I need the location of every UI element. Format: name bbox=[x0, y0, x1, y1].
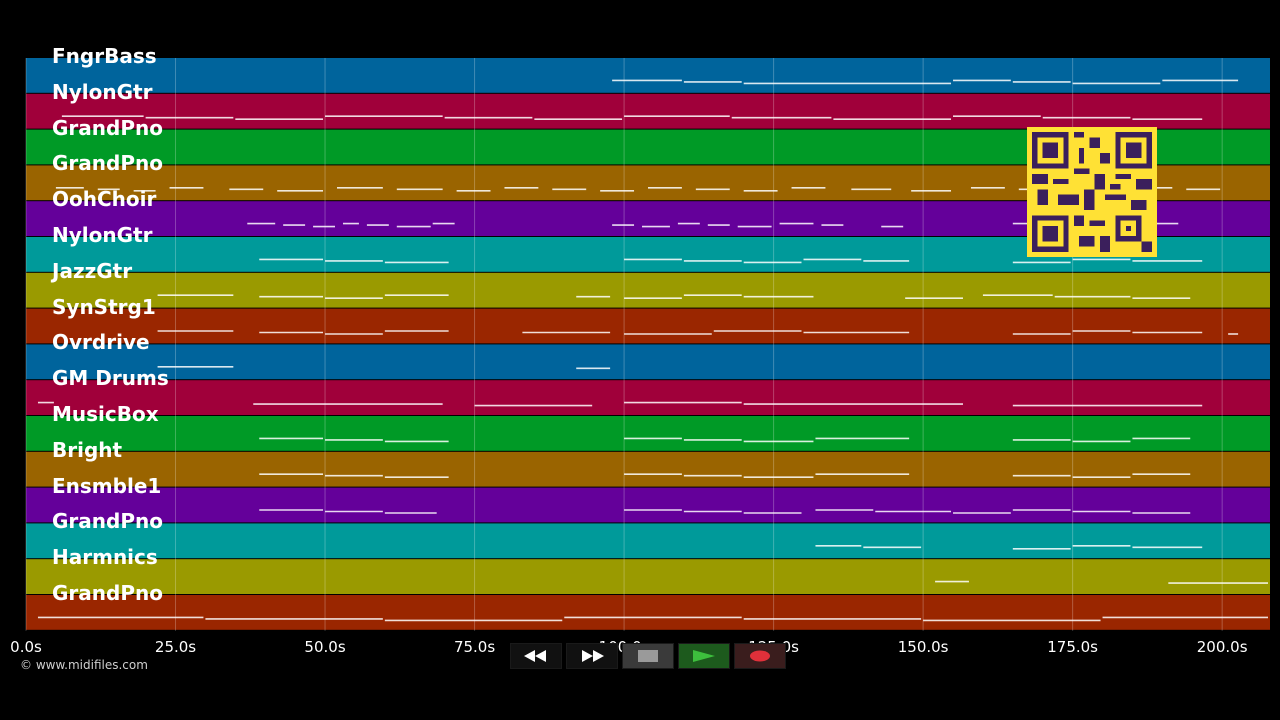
track-name-label: JazzGtr bbox=[52, 258, 133, 283]
track-lane bbox=[26, 451, 1270, 487]
track-name-label: Bright bbox=[52, 437, 123, 462]
track-name-label: GrandPno bbox=[52, 115, 163, 140]
rewind-button[interactable] bbox=[510, 643, 562, 669]
track-lane bbox=[26, 93, 1270, 129]
track-name-label: NylonGtr bbox=[52, 79, 153, 104]
copyright-text: © www.midifiles.com bbox=[20, 658, 148, 672]
track-lane bbox=[26, 272, 1270, 308]
track-name-label: Ovrdrive bbox=[52, 330, 150, 355]
stop-button[interactable] bbox=[622, 643, 674, 669]
record-icon bbox=[750, 650, 770, 662]
track-lane bbox=[26, 416, 1270, 451]
track-lane bbox=[26, 523, 1270, 559]
track-name-label: OohChoir bbox=[52, 187, 157, 212]
play-button[interactable] bbox=[678, 643, 730, 669]
time-tick-label: 0.0s bbox=[10, 638, 42, 656]
time-tick-label: 75.0s bbox=[453, 638, 496, 656]
track-name-label: FngrBass bbox=[52, 44, 157, 68]
track-name-label: SynStrg1 bbox=[52, 294, 156, 319]
time-tick-label: 50.0s bbox=[304, 638, 346, 656]
track-name-label: GrandPno bbox=[52, 151, 163, 176]
transport-controls bbox=[510, 643, 786, 669]
track-name-label: NylonGtr bbox=[52, 223, 153, 247]
track-name-label: Harmnics bbox=[52, 545, 158, 570]
track-name-label: GrandPno bbox=[52, 509, 163, 534]
record-button[interactable] bbox=[734, 643, 786, 669]
time-tick-label: 200.0s bbox=[1196, 638, 1248, 656]
track-lane bbox=[26, 58, 1270, 93]
track-lane bbox=[26, 559, 1270, 594]
rewind-icon bbox=[524, 650, 546, 662]
track-name-label: GM Drums bbox=[52, 366, 169, 391]
stop-icon bbox=[638, 650, 658, 662]
track-lane bbox=[26, 595, 1270, 630]
track-lane bbox=[26, 380, 1270, 415]
play-icon bbox=[693, 650, 715, 662]
note-marks bbox=[37, 79, 1268, 622]
time-grid bbox=[25, 58, 1223, 631]
track-lane bbox=[26, 308, 1270, 344]
qr-code-icon bbox=[1027, 127, 1157, 257]
track-name-label: MusicBox bbox=[52, 402, 159, 426]
track-lane bbox=[26, 344, 1270, 380]
track-lane bbox=[26, 487, 1270, 523]
time-tick-label: 175.0s bbox=[1047, 638, 1099, 656]
track-name-label: Ensmble1 bbox=[52, 473, 162, 498]
track-name-label: GrandPno bbox=[52, 581, 163, 605]
time-tick-label: 150.0s bbox=[897, 638, 949, 656]
fast-forward-button[interactable] bbox=[566, 643, 618, 669]
time-tick-label: 25.0s bbox=[154, 638, 197, 656]
fast-forward-icon bbox=[582, 650, 604, 662]
